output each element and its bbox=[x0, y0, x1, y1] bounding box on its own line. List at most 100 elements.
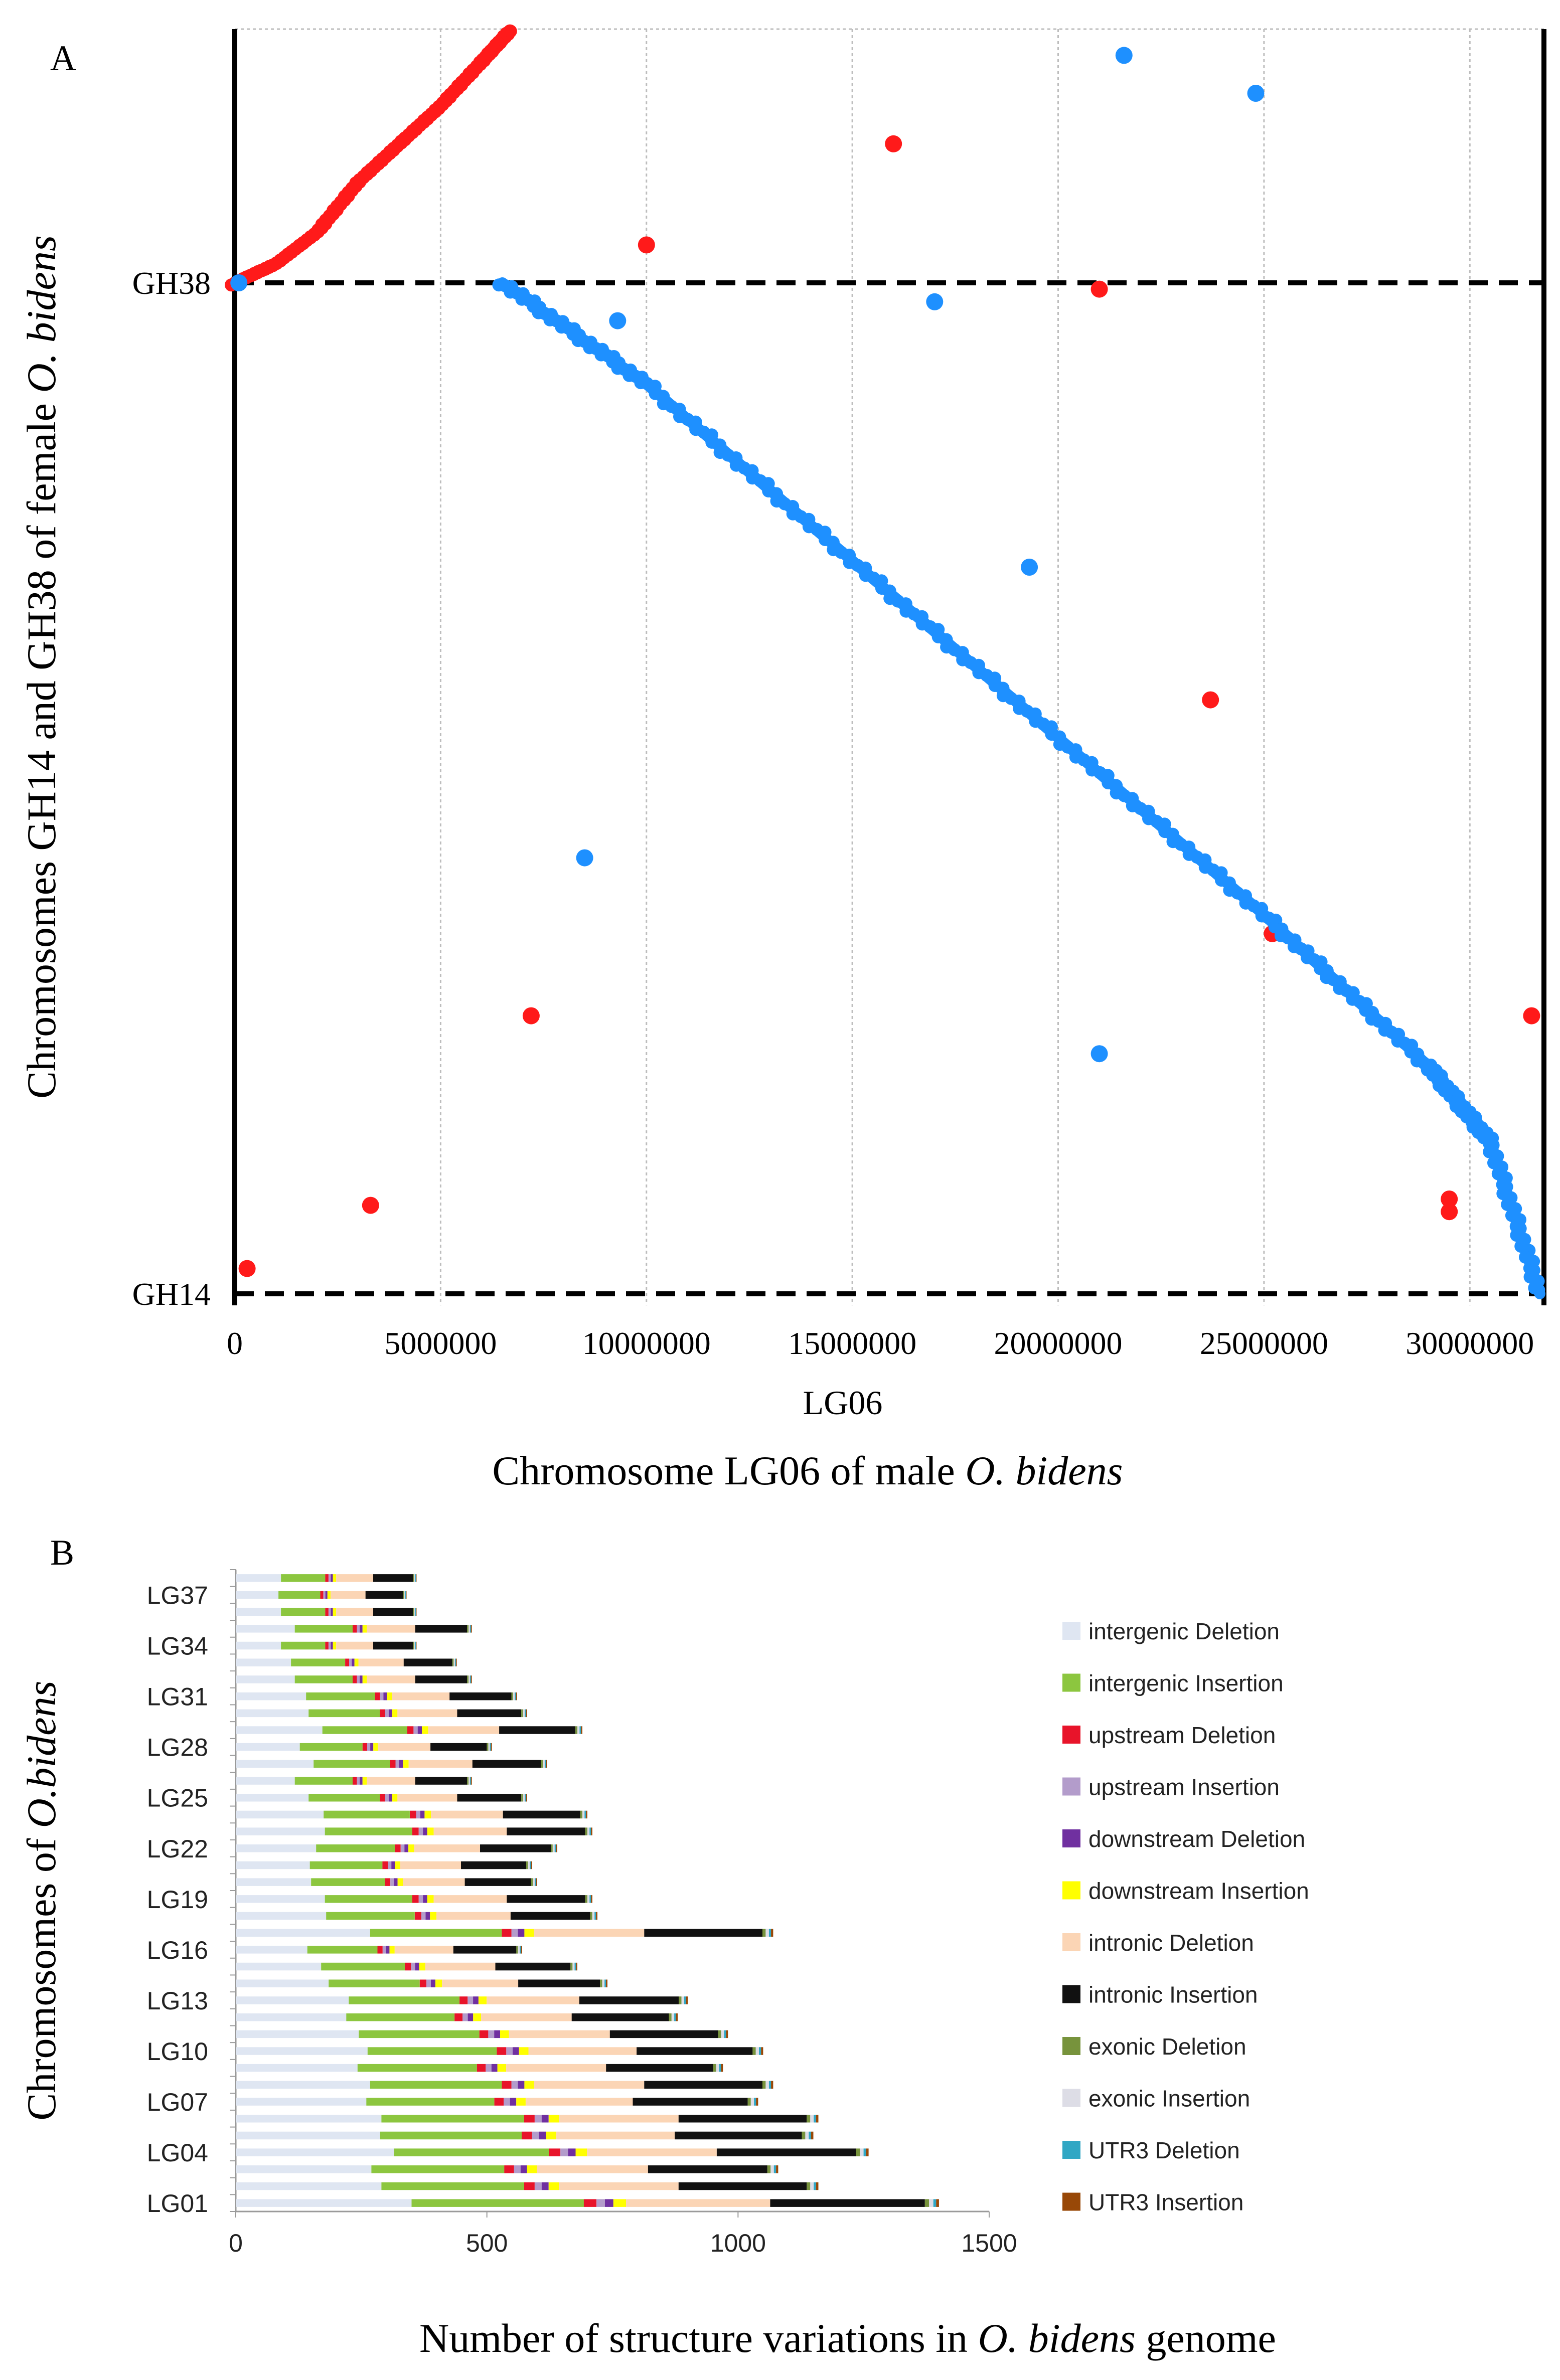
bar-segment-downstream-deletion bbox=[386, 1946, 390, 1954]
bar-segment-exonic-insertion bbox=[577, 1726, 580, 1734]
bar-segment-intergenic-insertion bbox=[316, 1844, 395, 1852]
bar-segment-utr3-deletion bbox=[809, 2131, 811, 2140]
y-tick-label-lg37: LG37 bbox=[147, 1582, 208, 1610]
bar-segment-utr3-insertion bbox=[771, 1929, 773, 1937]
bar-segment-utr3-deletion bbox=[933, 2199, 937, 2207]
bar-segment-downstream-deletion bbox=[415, 1962, 419, 1971]
bar-segment-downstream-insertion bbox=[516, 2098, 526, 2106]
bar-segment-upstream-insertion bbox=[380, 1692, 384, 1701]
bar-segment-intergenic-deletion bbox=[236, 1810, 324, 1819]
bar-segment-utr3-insertion bbox=[516, 1692, 517, 1701]
bar-segment-downstream-deletion bbox=[399, 1760, 403, 1768]
bar-segment-exonic-deletion bbox=[531, 1878, 533, 1886]
bar-lg16 bbox=[236, 1946, 522, 1954]
bar-segment-intronic-insertion bbox=[648, 2165, 767, 2173]
bar-segment-upstream-insertion bbox=[411, 1962, 415, 1971]
bar-segment-intronic-deletion bbox=[400, 1861, 461, 1869]
bar-segment-intergenic-insertion bbox=[394, 2148, 549, 2156]
bar-segment-intergenic-deletion bbox=[236, 1743, 300, 1751]
bar-lg37 bbox=[236, 1591, 407, 1599]
bar-segment-exonic-insertion bbox=[750, 2098, 754, 2106]
legend-swatch bbox=[1062, 1622, 1080, 1640]
bar-segment-utr3-insertion bbox=[531, 1861, 532, 1869]
bar-segment-intronic-deletion bbox=[378, 1743, 431, 1751]
bar-segment-utr3-insertion bbox=[546, 1760, 547, 1768]
bar-segment-intronic-deletion bbox=[528, 2047, 637, 2055]
bar-segment-intronic-insertion bbox=[373, 1641, 413, 1650]
bar-segment-upstream-insertion bbox=[385, 1794, 389, 1802]
bar-segment-downstream-insertion bbox=[527, 2165, 537, 2173]
bar-segment-intergenic-insertion bbox=[329, 1979, 420, 1987]
legend-swatch bbox=[1062, 1933, 1080, 1951]
bar-segment-intronic-insertion bbox=[675, 2131, 802, 2140]
bar-segment-intergenic-insertion bbox=[325, 1827, 412, 1835]
bar-segment-exonic-insertion bbox=[469, 1777, 470, 1785]
bar-segment-downstream-insertion bbox=[333, 1574, 337, 1582]
y-tick-label-lg13: LG13 bbox=[147, 1987, 208, 2015]
x-tick-label-2: 10000000 bbox=[582, 1325, 711, 1361]
bar-segment-downstream-deletion bbox=[417, 1726, 422, 1734]
bar-segment-downstream-deletion bbox=[425, 1912, 430, 1920]
bar-segment-utr3-insertion bbox=[491, 1743, 492, 1751]
bar-segment-utr3-deletion bbox=[405, 1591, 406, 1599]
legend-item-intergenic-deletion: intergenic Deletion bbox=[1062, 1618, 1280, 1644]
bar-segment-intergenic-insertion bbox=[346, 2013, 455, 2021]
bar-lg07 bbox=[236, 2098, 758, 2106]
bar-segment-intronic-deletion bbox=[431, 1810, 503, 1819]
bar-segment-exonic-deletion bbox=[526, 1861, 528, 1869]
bar-segment-intronic-deletion bbox=[556, 2131, 675, 2140]
bar-segment-intergenic-insertion bbox=[411, 2199, 584, 2207]
bar-segment-downstream-insertion bbox=[362, 1777, 367, 1785]
bar-segment-intergenic-deletion bbox=[236, 1929, 370, 1937]
bar-segment-exonic-deletion bbox=[413, 1574, 414, 1582]
bar-segment-downstream-deletion bbox=[539, 2131, 546, 2140]
legend-swatch bbox=[1062, 2192, 1080, 2211]
bar-segment-exonic-insertion bbox=[716, 2064, 719, 2072]
panel-a-frame bbox=[232, 29, 1546, 1305]
bar-segment-upstream-deletion bbox=[524, 2182, 535, 2190]
x-tick-label-5: 25000000 bbox=[1200, 1325, 1328, 1361]
bar-segment-utr3-deletion bbox=[470, 1625, 471, 1633]
bar-lg25 bbox=[236, 1794, 527, 1802]
bar-segment-exonic-insertion bbox=[770, 2165, 774, 2173]
bar-segment-exonic-deletion bbox=[541, 1760, 543, 1768]
x-tick-label-3: 1500 bbox=[961, 2229, 1017, 2257]
bar-segment-exonic-insertion bbox=[404, 1591, 405, 1599]
bar-segment-intronic-insertion bbox=[461, 1861, 526, 1869]
bar-segment-exonic-deletion bbox=[713, 2064, 716, 2072]
bar-segment-exonic-insertion bbox=[533, 1878, 535, 1886]
bar-segment-intergenic-deletion bbox=[236, 2131, 380, 2140]
bar-segment-intronic-insertion bbox=[415, 1675, 467, 1683]
bar-segment-upstream-deletion bbox=[410, 1810, 416, 1819]
red-outlier-point-3 bbox=[522, 1007, 540, 1025]
bar-lg05 bbox=[236, 2131, 814, 2140]
bar-segment-intergenic-deletion bbox=[236, 1608, 281, 1616]
bar-segment-intronic-insertion bbox=[415, 1777, 467, 1785]
bar-segment-upstream-deletion bbox=[325, 1641, 329, 1650]
bar-segment-exonic-insertion bbox=[414, 1641, 415, 1650]
panel-a-x-axis-title-plain: Chromosome LG06 of male bbox=[492, 1448, 965, 1493]
bar-segment-intronic-deletion bbox=[442, 1979, 519, 1987]
bar-segment-upstream-deletion bbox=[325, 1574, 329, 1582]
legend-item-utr3-insertion: UTR3 Insertion bbox=[1062, 2189, 1243, 2216]
bar-segment-intergenic-deletion bbox=[236, 1641, 281, 1650]
bar-segment-utr3-deletion bbox=[604, 1979, 606, 1987]
legend-label: intronic Insertion bbox=[1088, 1982, 1258, 2008]
bar-segment-intergenic-insertion bbox=[370, 1929, 502, 1937]
bar-segment-downstream-deletion bbox=[423, 1827, 427, 1835]
bar-lg06 bbox=[236, 2115, 819, 2123]
bar-segment-upstream-insertion bbox=[462, 2013, 468, 2021]
bar-segment-downstream-deletion bbox=[420, 1810, 425, 1819]
bar-segment-upstream-deletion bbox=[412, 1895, 419, 1903]
bar-lg15 bbox=[236, 1962, 577, 1971]
bar-segment-downstream-deletion bbox=[467, 2013, 474, 2021]
legend-item-intergenic-insertion: intergenic Insertion bbox=[1062, 1670, 1284, 1696]
bar-segment-intronic-deletion bbox=[534, 1929, 645, 1937]
bar-segment-intergenic-insertion bbox=[291, 1658, 345, 1666]
bar-lg10 bbox=[236, 2047, 763, 2055]
x-tick-label-0: 0 bbox=[227, 1325, 243, 1361]
bar-segment-upstream-insertion bbox=[467, 1996, 474, 2004]
bar-segment-intronic-deletion bbox=[425, 1962, 496, 1971]
bar-segment-intronic-insertion bbox=[457, 1709, 522, 1718]
bar-segment-upstream-deletion bbox=[382, 1861, 388, 1869]
